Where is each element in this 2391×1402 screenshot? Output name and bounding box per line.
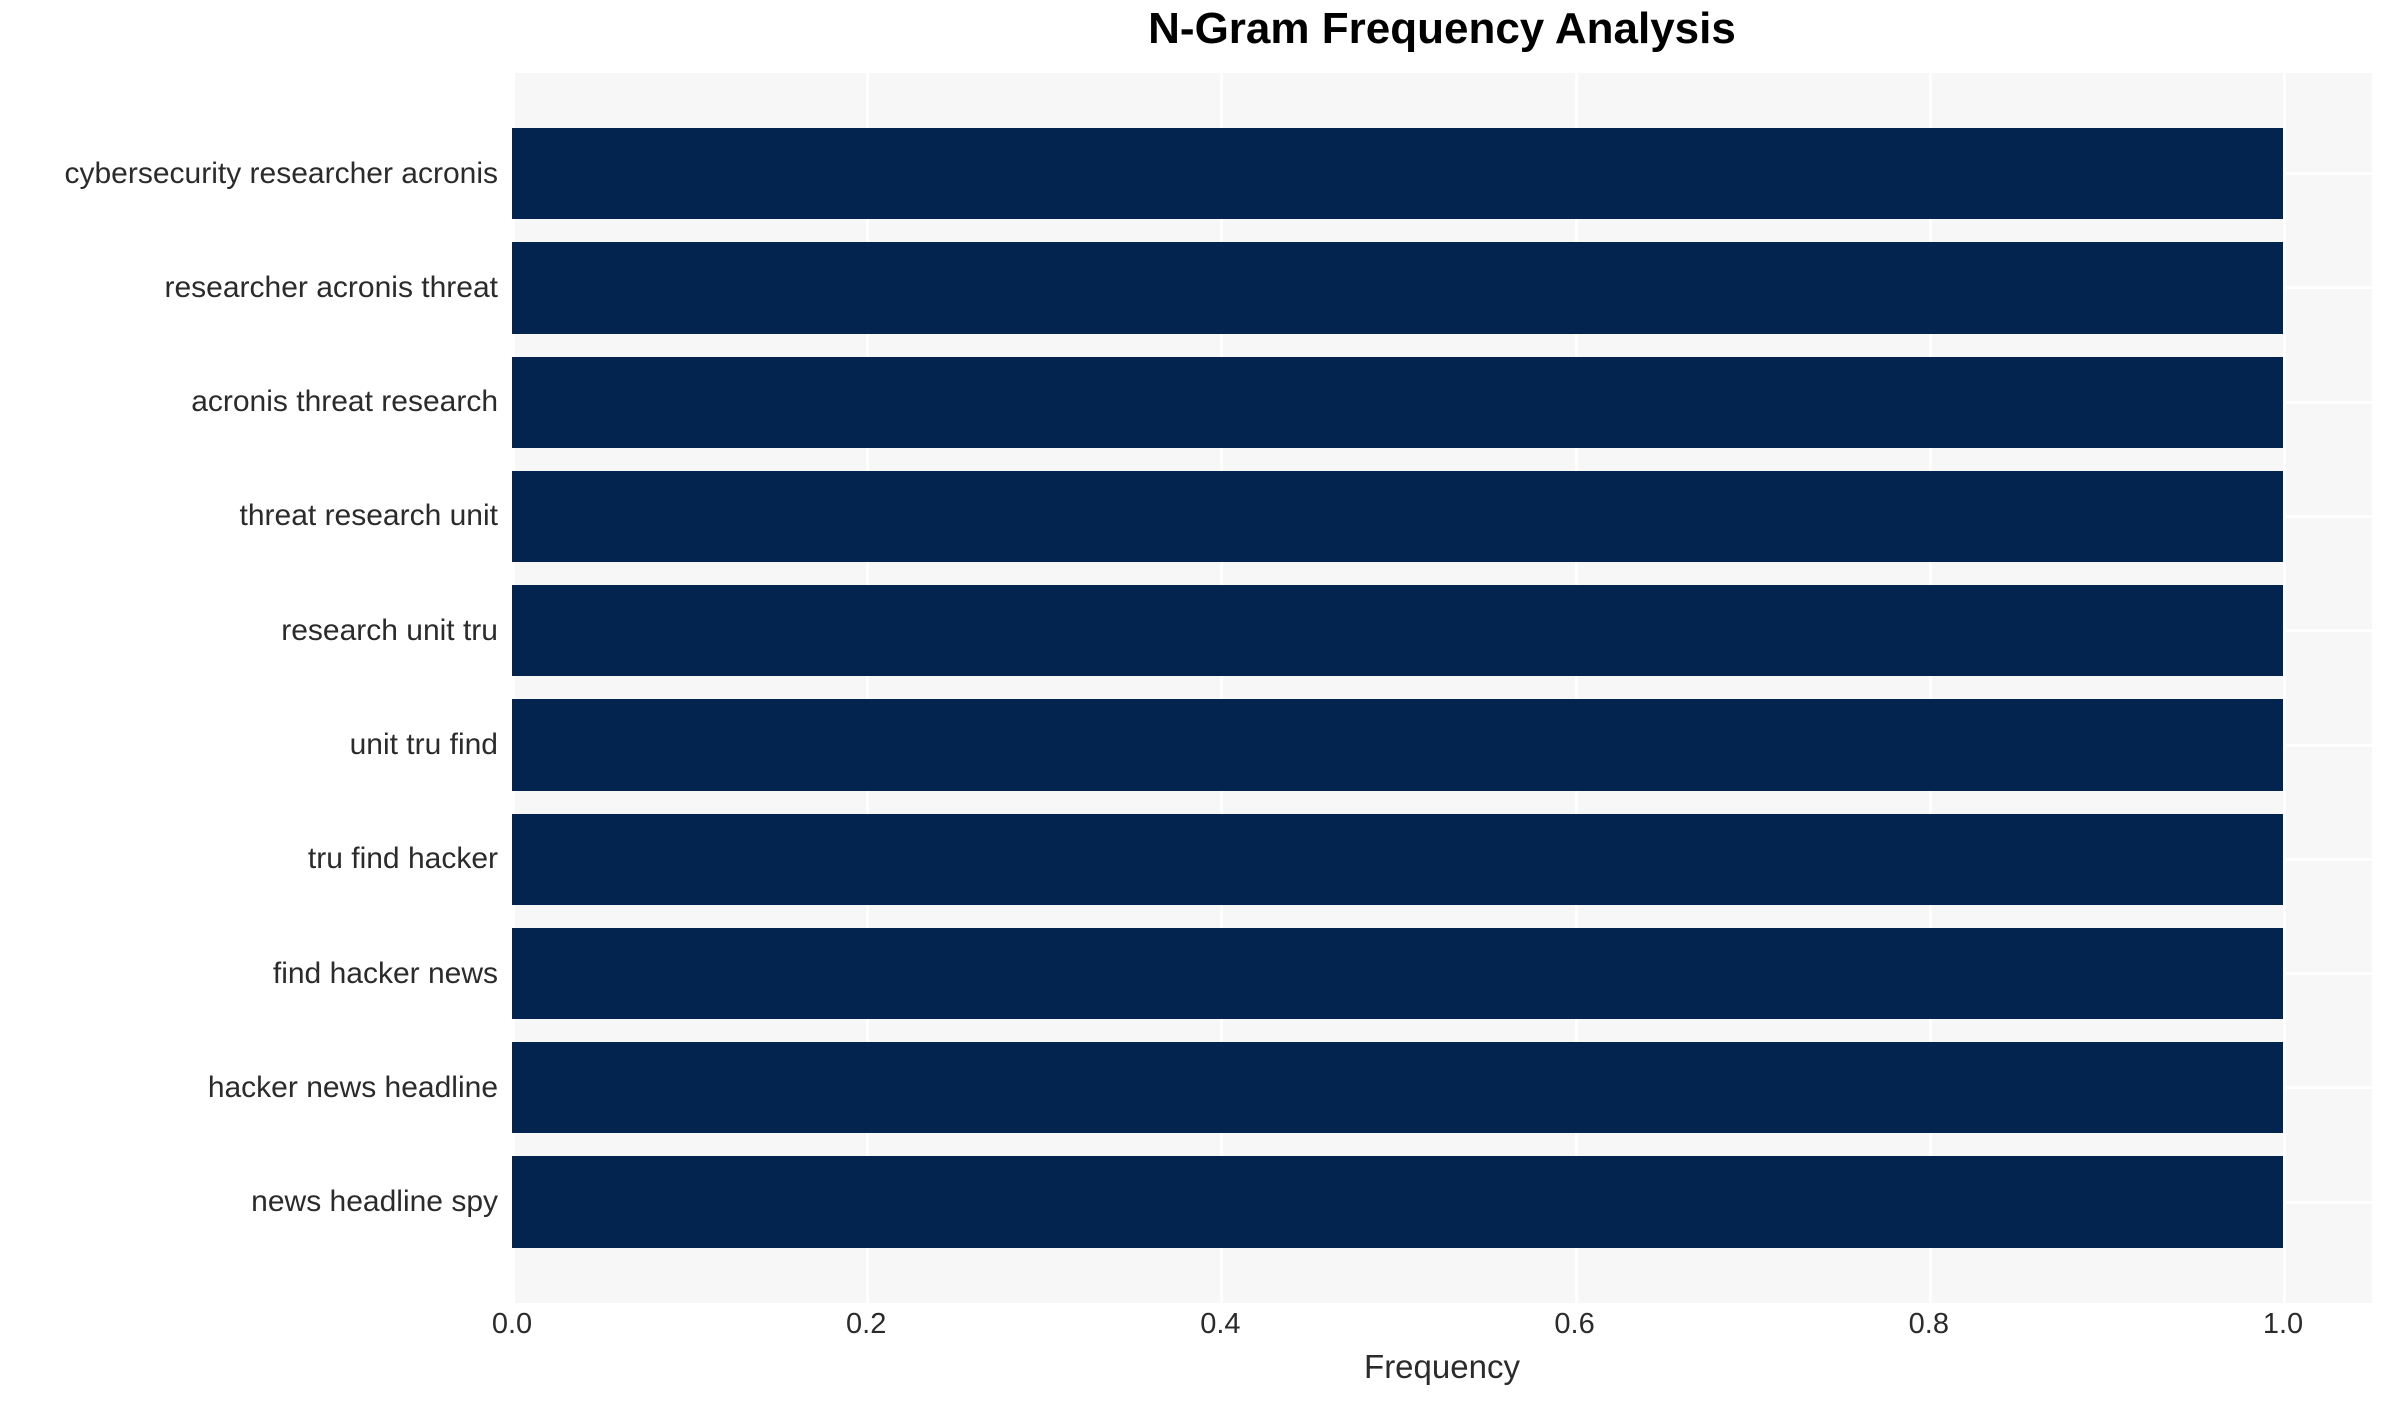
x-axis-title: Frequency [1364,1348,1520,1385]
y-tick-label: researcher acronis threat [164,270,499,304]
chart-title: N-Gram Frequency Analysis [1148,4,1736,53]
bar [512,927,2283,1020]
x-tick-label: 0.4 [1200,1308,1241,1340]
vertical-gridline [512,73,515,1303]
bar [512,585,2283,677]
bar [512,356,2283,448]
bar [512,470,2283,563]
x-tick-label: 0.6 [1554,1308,1595,1340]
y-axis-labels: cybersecurity researcher acronis research… [0,73,499,1303]
bar [512,1042,2283,1134]
bar [512,1156,2283,1248]
y-tick-label: news headline spy [251,1185,498,1219]
x-axis-ticks: 0.0 0.2 0.4 0.6 0.8 1.0 [492,1308,2372,1342]
y-tick-label: unit tru find [349,728,498,761]
bar [512,699,2283,791]
vertical-gridline [1574,73,1578,1303]
y-tick-label: threat research unit [239,499,498,533]
x-tick-label: 0.8 [1908,1308,1949,1340]
y-tick-label: find hacker news [272,956,498,990]
bar [512,813,2283,905]
y-tick-label: tru find hacker [307,842,498,876]
x-tick-label: 1.0 [2262,1308,2304,1340]
x-tick-label: 0.0 [491,1308,533,1340]
bar [512,242,2283,334]
y-tick-label: cybersecurity researcher acronis [64,156,499,190]
bar [512,128,2283,220]
vertical-gridline [1220,73,1224,1303]
plot-area [512,73,2372,1303]
vertical-gridline [2283,73,2286,1303]
vertical-gridline [1928,73,1932,1303]
x-tick-label: 0.2 [846,1308,887,1340]
y-tick-label: research unit tru [281,613,498,647]
y-tick-label: hacker news headline [207,1070,498,1104]
vertical-gridline [866,73,870,1303]
y-tick-label: acronis threat research [191,385,498,419]
